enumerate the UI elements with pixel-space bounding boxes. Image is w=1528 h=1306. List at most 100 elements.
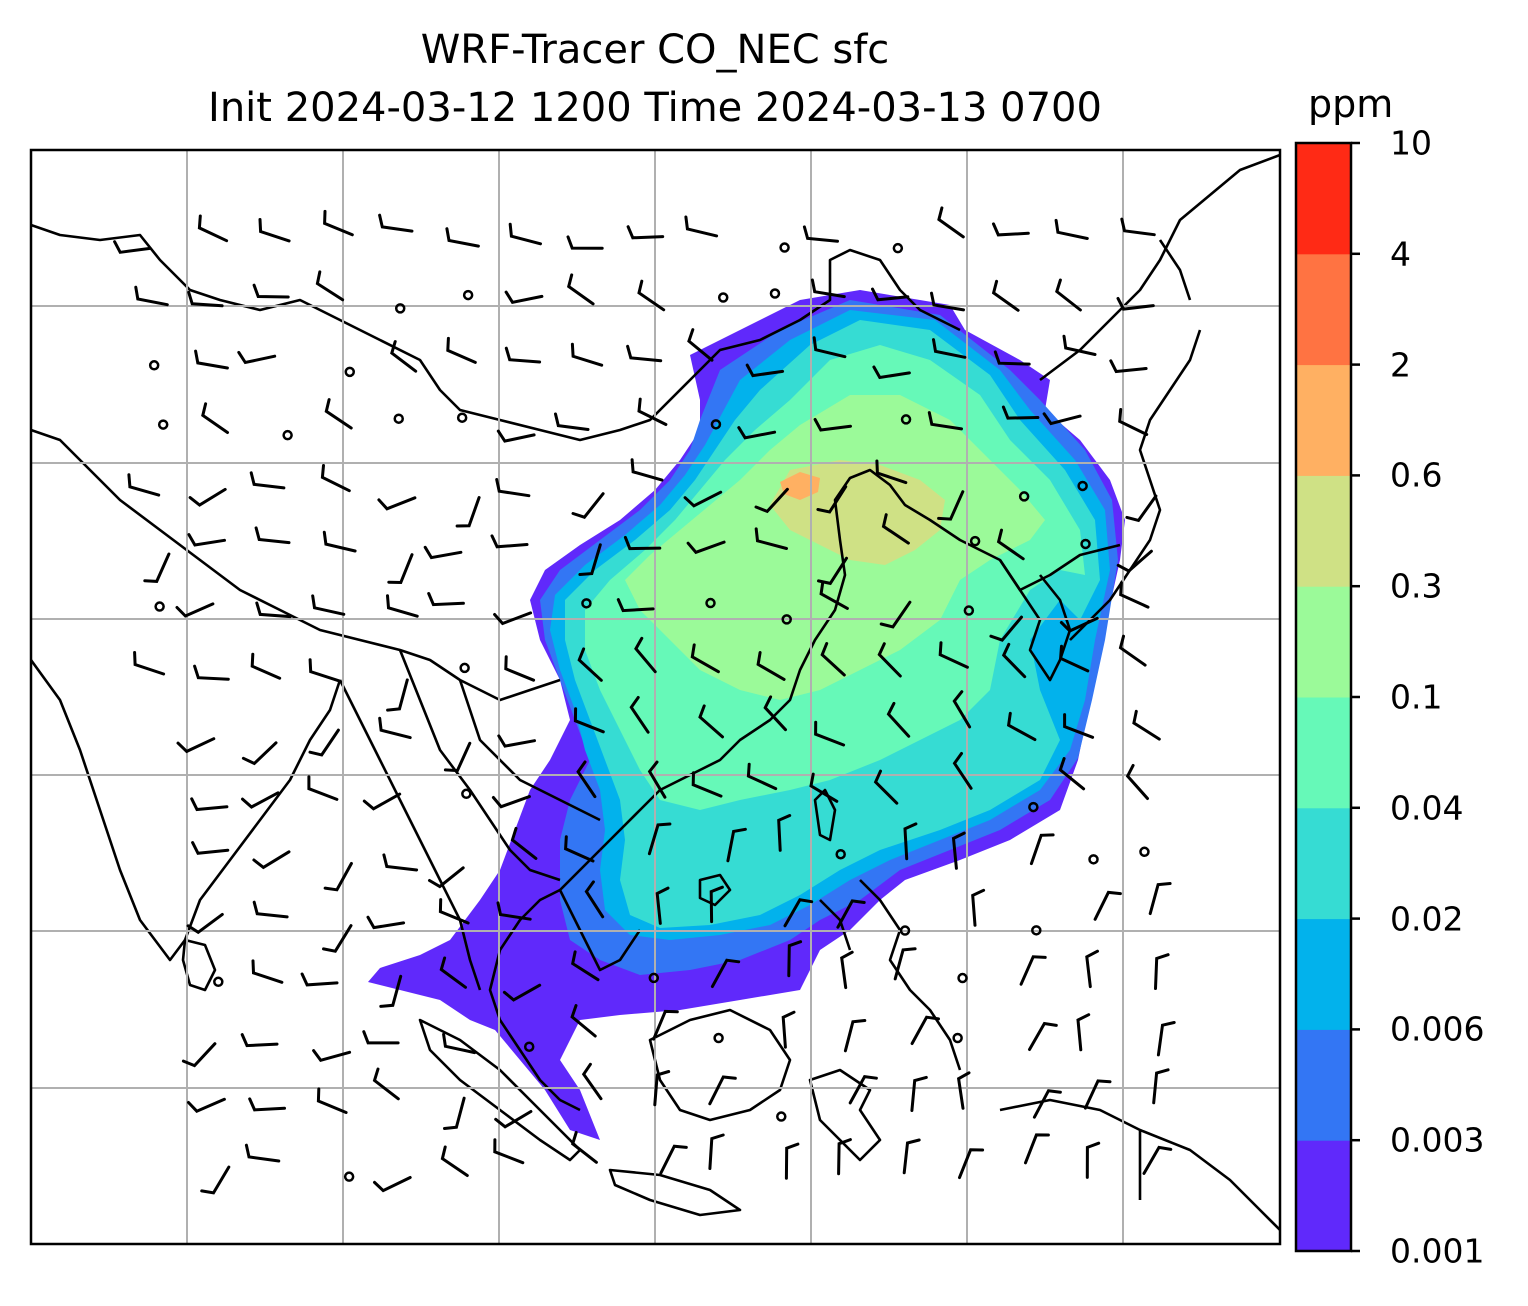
- wind-barb: [1156, 1021, 1176, 1057]
- wind-barb: [308, 728, 340, 757]
- wind-barb: [379, 974, 403, 1008]
- calm-wind-marker: [769, 288, 781, 299]
- colorbar-tick-label: 0.04: [1390, 788, 1464, 828]
- wind-barb: [837, 1138, 852, 1176]
- calm-wind-marker: [1018, 491, 1030, 502]
- wind-barb: [1001, 405, 1040, 420]
- wind-barb: [629, 696, 650, 734]
- wind-barb: [578, 543, 602, 576]
- wind-barb: [784, 1142, 800, 1180]
- wind-barb: [571, 950, 600, 982]
- wind-barb: [200, 1165, 231, 1195]
- wind-barb: [372, 1067, 400, 1101]
- calm-wind-marker: [781, 614, 792, 625]
- calm-wind-marker: [1139, 846, 1150, 858]
- wind-barb: [1024, 1133, 1050, 1165]
- wind-barb: [187, 1097, 226, 1113]
- wind-barb: [504, 655, 536, 682]
- wind-barb: [813, 418, 852, 432]
- wind-barb: [616, 598, 655, 613]
- map-title-line-1: WRF-Tracer CO_NEC sfc: [420, 27, 890, 73]
- wind-barb: [316, 1087, 348, 1114]
- wind-barb: [194, 349, 229, 370]
- wind-barb: [1132, 709, 1161, 741]
- wind-barb: [201, 402, 229, 434]
- wind-barb: [777, 814, 792, 852]
- myanmar-coast: [338, 679, 482, 991]
- wind-barb: [686, 540, 726, 555]
- wind-barb: [881, 513, 910, 545]
- wind-barb: [710, 958, 741, 988]
- sulawesi: [808, 1068, 882, 1162]
- calm-wind-marker: [892, 242, 904, 254]
- wind-barb: [989, 615, 1023, 642]
- wind-barb: [814, 720, 846, 747]
- colorbar-unit-label: ppm: [1308, 82, 1394, 126]
- java: [608, 1168, 742, 1217]
- wind-barb: [991, 279, 1020, 312]
- wind-barb: [902, 1138, 921, 1175]
- wind-barb: [494, 1110, 533, 1129]
- china-east-coastline: [599, 468, 1121, 851]
- sumatra: [418, 1018, 582, 1162]
- wind-barb: [423, 545, 463, 560]
- wind-barb: [143, 552, 171, 583]
- calm-wind-marker: [1028, 801, 1039, 813]
- calm-wind-marker: [717, 292, 729, 303]
- wind-barb: [1125, 763, 1149, 800]
- wind-barb: [893, 947, 917, 981]
- wind-barb: [1062, 334, 1097, 356]
- wind-barb: [872, 365, 911, 380]
- calm-wind-marker: [282, 429, 293, 441]
- wind-barb: [1076, 1013, 1091, 1052]
- wind-barb: [1142, 1145, 1173, 1175]
- wind-barb: [1093, 890, 1122, 921]
- wind-barb: [683, 490, 723, 508]
- wind-barb: [1054, 218, 1089, 240]
- wind-barb: [848, 1074, 878, 1105]
- wind-barb: [554, 412, 590, 431]
- wind-barb: [323, 209, 354, 237]
- wind-barb: [709, 885, 724, 924]
- wind-barb: [1085, 949, 1099, 989]
- wind-barb: [252, 900, 289, 919]
- colorbar: [1294, 141, 1360, 1253]
- colorbar-tick-label: 0.001: [1390, 1231, 1485, 1271]
- wind-barb: [323, 862, 353, 892]
- new-guinea: [999, 1098, 1280, 1231]
- calm-wind-marker: [393, 413, 404, 424]
- wind-barb: [176, 737, 216, 754]
- colorbar-tick-label: 4: [1390, 234, 1411, 274]
- wind-barb: [910, 1075, 928, 1112]
- wind-barb: [937, 490, 965, 521]
- wind-barb: [746, 762, 778, 791]
- colorbar-tick-label: 0.003: [1390, 1120, 1485, 1160]
- wind-barb: [952, 752, 973, 790]
- wind-barb: [781, 1010, 796, 1049]
- wind-barb: [873, 769, 899, 805]
- wind-barb: [1116, 296, 1155, 311]
- colorbar-segment: [1296, 1140, 1351, 1252]
- wind-barb: [496, 901, 532, 921]
- wind-barb: [491, 795, 531, 809]
- wind-barb: [190, 797, 229, 812]
- map-frame: [29, 148, 1282, 1246]
- wind-barb: [255, 601, 292, 619]
- wind-barb: [993, 350, 1031, 366]
- wind-barb: [903, 822, 918, 861]
- colorbar-tick-label: 0.1: [1390, 677, 1443, 717]
- wind-barb: [626, 344, 663, 363]
- wind-barb: [187, 533, 226, 547]
- central-asia-border: [31, 223, 961, 442]
- wind-barb: [390, 340, 418, 373]
- wind-barb: [958, 1148, 985, 1180]
- wind-barb: [442, 1032, 477, 1055]
- wind-barb: [181, 1042, 217, 1068]
- calm-wind-marker: [963, 605, 975, 616]
- wind-barb: [373, 1176, 412, 1193]
- wind-barb: [193, 664, 230, 681]
- wind-barb: [992, 222, 1030, 237]
- wind-barb: [1006, 711, 1037, 742]
- calm-wind-marker: [900, 414, 912, 425]
- wind-barb: [783, 898, 814, 928]
